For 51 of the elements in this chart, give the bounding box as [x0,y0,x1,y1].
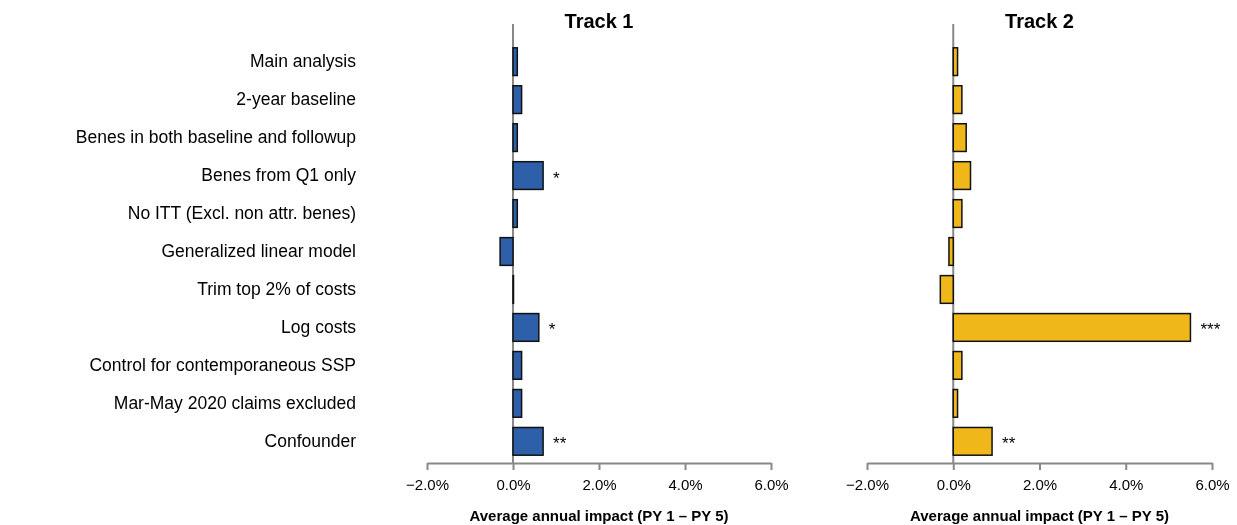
bar [952,350,963,381]
bar [512,85,523,115]
bar [499,236,514,267]
y-tick-label: Generalized linear model [161,241,356,262]
bar [952,47,959,77]
y-tick-label: Control for contemporaneous SSP [89,355,356,376]
y-tick-label: 2-year baseline [236,89,356,110]
annotation: ** [553,434,567,454]
bar [939,274,954,305]
y-tick-label: Log costs [281,317,357,338]
x-tick-label: 0.0% [936,475,971,493]
y-tick-label: Mar-May 2020 claims excluded [113,392,356,413]
bar [952,312,1192,343]
chart-title: Track 1 [564,10,634,32]
x-tick-label: 4.0% [1109,475,1144,493]
bar [512,47,519,77]
bar [948,236,954,267]
bar [952,388,959,418]
annotation: * [553,168,561,188]
bar [952,160,972,191]
y-tick-label: No ITT (Excl. non attr. benes) [127,203,356,224]
annotation: * [548,320,556,340]
annotation: *** [1200,320,1221,340]
x-tick-label: 2.0% [1022,475,1058,493]
y-tick-label: Benes in both baseline and followup [75,127,356,148]
y-tick-label: Trim top 2% of costs [197,279,357,300]
bar [512,426,544,456]
x-tick-label: 6.0% [754,475,789,493]
bar [952,85,963,115]
chart-title: Track 2 [1005,10,1074,32]
y-tick-label: Benes from Q1 only [201,165,357,186]
x-tick-label: 2.0% [582,475,617,493]
bar [952,122,967,153]
annotation: ** [1002,434,1016,454]
bar [952,198,963,229]
y-tick-label: Main analysis [249,51,357,72]
x-axis-title: Average annual impact (PY 1 – PY 5) [469,507,729,524]
y-tick-label: Confounder [264,430,357,451]
x-axis-title: Average annual impact (PY 1 – PY 5) [910,507,1169,524]
bar [512,312,540,343]
bar [512,198,519,229]
bar [952,426,993,456]
bar [512,122,519,153]
bar [512,350,523,381]
x-tick-label: −2.0% [846,475,889,493]
bar [512,388,523,418]
x-tick-label: −2.0% [406,475,449,493]
bar [512,160,544,191]
x-tick-label: 6.0% [1195,475,1230,493]
x-tick-label: 4.0% [668,475,703,493]
x-tick-label: 0.0% [496,475,531,493]
